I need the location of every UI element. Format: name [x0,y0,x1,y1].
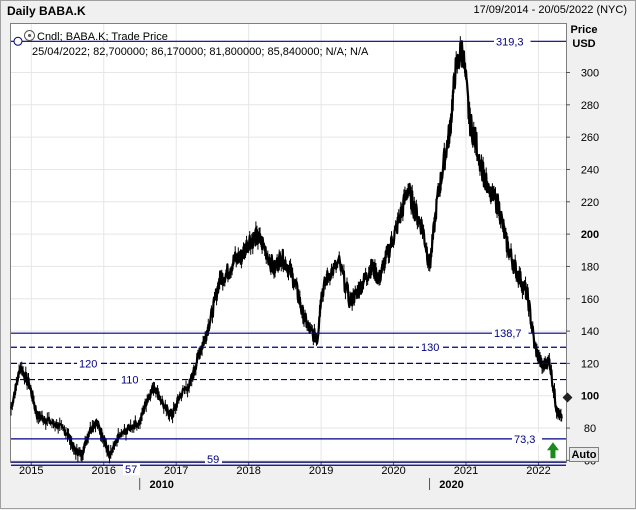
horizontal-line-label-bg [419,341,443,354]
x-tick-label: 2022 [526,465,550,477]
y-tick-label: 240 [581,164,599,176]
y-tick-label: 120 [581,358,599,370]
horizontal-line-label: 73,3 [514,434,535,446]
x-tick-label: 2019 [309,465,333,477]
y-tick-label: 220 [581,197,599,209]
x-tick-label: 2015 [19,465,43,477]
date-range: 17/09/2014 - 20/05/2022 (NYC) [473,4,628,16]
horizontal-line-label: 130 [421,342,439,354]
candle-series [9,40,563,459]
y-tick-label: 180 [581,261,599,273]
horizontal-line-label: 319,3 [496,36,524,48]
x-tick-label: 2018 [236,465,260,477]
legend-series-line[interactable]: Cndl; BABA.K; Trade Price [24,30,368,45]
line-handle-icon [13,36,23,46]
price-axis-label: Price [571,24,598,36]
legend-series-text: Cndl; BABA.K; Trade Price [37,31,168,43]
horizontal-line-label-bg [512,432,542,445]
x-major-tick-label: 2020 [439,479,463,491]
y-tick-label: 280 [581,100,599,112]
x-tick-label: 2017 [164,465,188,477]
y-tick-label: 100 [581,391,599,403]
y-tick-label: 260 [581,132,599,144]
horizontal-line-label-bg [494,35,531,48]
y-tick-label: 300 [581,67,599,79]
auto-scale-button[interactable]: Auto [569,447,599,462]
chart-title: Daily BABA.K [7,4,86,18]
horizontal-line-label: 110 [121,375,139,387]
y-tick-label: 80 [584,423,596,435]
horizontal-line-label-bg [205,453,222,465]
unit-axis-label: USD [572,38,595,50]
x-tick-label: 2021 [454,465,478,477]
horizontal-line-label-bg [119,373,143,386]
horizontal-line-label: 120 [79,358,97,370]
legend-ohlc-text: 25/04/2022; 82,700000; 86,170000; 81,800… [32,46,369,58]
horizontal-line-label: 57 [125,464,137,476]
y-tick-label: 140 [581,326,599,338]
horizontal-line-label-bg [492,327,529,340]
horizontal-line-label: 59 [207,454,219,466]
buy-signal-arrow-icon [546,442,559,459]
legend-block: Cndl; BABA.K; Trade Price 25/04/2022; 82… [24,30,368,60]
x-tick-label: 2016 [91,465,115,477]
y-tick-label: 200 [581,229,599,241]
series-settings-icon[interactable] [24,30,35,41]
x-major-tick-label: 2010 [149,479,173,491]
horizontal-line-label-bg [123,463,140,476]
horizontal-line-label-bg [77,357,101,370]
y-tick-label: 160 [581,294,599,306]
plot-area[interactable] [10,23,567,463]
x-tick-label: 2020 [381,465,405,477]
horizontal-line-label: 138,7 [494,328,522,340]
